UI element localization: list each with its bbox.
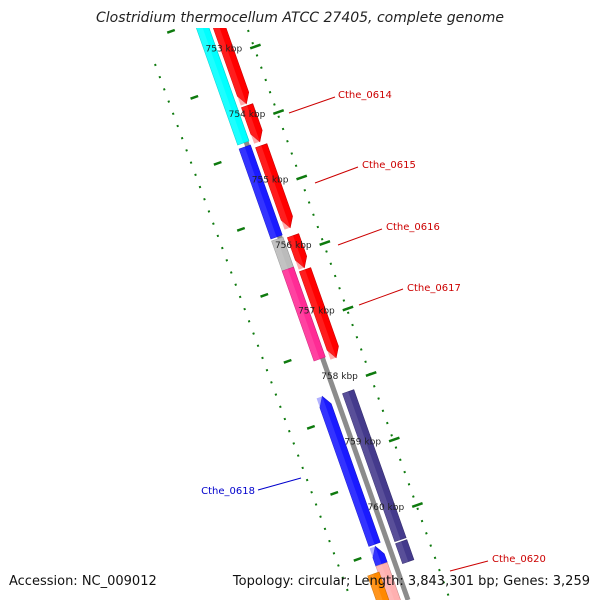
feature-labels: Cthe_0614 Cthe_0615 Cthe_0616 Cthe_0617 Cthe… — [201, 90, 546, 572]
scale-tick-label: 753 kbp — [206, 44, 243, 54]
feature-label-text[interactable]: Cthe_0618 — [201, 486, 255, 497]
scale-tick-label: 755 kbp — [252, 175, 289, 185]
scale-tick-label: 756 kbp — [275, 241, 312, 251]
feature-label-cthe-0615[interactable]: Cthe_0615 — [314, 160, 416, 184]
scale-tick — [319, 239, 331, 247]
scale-tick-minor — [213, 160, 222, 166]
scale-tick-minor — [353, 556, 362, 562]
feature-label-cthe-0614[interactable]: Cthe_0614 — [288, 90, 392, 114]
feature-label-leader — [257, 477, 302, 491]
scale-tick-minor — [190, 94, 199, 100]
cthe-0618-band-tail[interactable] — [395, 539, 415, 565]
cds-block-forward-1[interactable] — [316, 395, 381, 547]
scale-tick-label: 760 kbp — [368, 503, 405, 513]
scale-tick — [365, 370, 377, 378]
cds-block-1[interactable] — [181, 0, 250, 106]
topology-text: Topology: circular; Length: 3,843,301 bp… — [232, 574, 590, 589]
cyan-feature-band[interactable] — [166, 0, 250, 146]
feature-label-text[interactable]: Cthe_0620 — [492, 554, 546, 565]
feature-label-cthe-0616[interactable]: Cthe_0616 — [337, 222, 440, 246]
cds-block-4[interactable] — [287, 233, 308, 270]
scale-tick-minor — [166, 28, 176, 34]
scale-tick-minor — [260, 292, 269, 298]
feature-label-cthe-0617[interactable]: Cthe_0617 — [358, 283, 461, 306]
scale-tick-label: 759 kbp — [344, 437, 381, 447]
scale-tick-minor — [283, 358, 292, 364]
scale-ticks: 753 kbp 754 kbp 755 kbp 756 kbp 757 kbp 758 k… — [166, 28, 423, 562]
features-layer — [166, 0, 415, 600]
accession-text: Accession: NC_009012 — [9, 574, 157, 589]
feature-label-text[interactable]: Cthe_0617 — [407, 283, 461, 294]
cthe-0620-band[interactable] — [375, 561, 409, 600]
scale-tick-minor — [330, 490, 339, 496]
scale-tick — [296, 174, 308, 181]
scale-tick-label: 757 kbp — [298, 306, 335, 316]
orange-feature-band[interactable] — [367, 571, 398, 600]
feature-label-cthe-0618[interactable]: Cthe_0618 — [201, 477, 302, 497]
cthe-0617-band[interactable] — [281, 266, 326, 362]
feature-label-text[interactable]: Cthe_0616 — [386, 222, 440, 233]
map-plot-area: 753 kbp 754 kbp 755 kbp 756 kbp 757 kbp 758 k… — [154, 0, 451, 600]
cds-block-2[interactable] — [241, 103, 263, 144]
scale-tick-minor — [306, 424, 316, 430]
feature-label-leader — [449, 560, 489, 572]
feature-label-leader — [288, 96, 336, 114]
cthe-0615-band[interactable] — [238, 144, 283, 240]
scale-tick-label: 758 kbp — [321, 372, 358, 382]
scale-tick — [388, 436, 400, 443]
scale-tick — [342, 305, 354, 312]
feature-label-leader — [358, 288, 404, 306]
scale-tick — [272, 108, 285, 116]
right-dotted-guide — [247, 29, 451, 600]
feature-label-leader — [337, 228, 383, 246]
scale-tick — [411, 501, 423, 509]
feature-label-leader — [314, 166, 359, 184]
cds-block-5[interactable] — [299, 267, 339, 360]
feature-label-cthe-0620[interactable]: Cthe_0620 — [449, 554, 546, 572]
cthe-0618-band[interactable] — [342, 389, 407, 543]
feature-label-text[interactable]: Cthe_0615 — [362, 160, 416, 171]
scale-tick-label: 754 kbp — [229, 110, 266, 120]
cds-block-3[interactable] — [255, 143, 293, 230]
feature-label-text[interactable]: Cthe_0614 — [338, 90, 392, 101]
map-title: Clostridium thermocellum ATCC 27405, com… — [96, 10, 504, 26]
scale-tick — [249, 43, 261, 50]
scale-tick-minor — [236, 226, 246, 232]
